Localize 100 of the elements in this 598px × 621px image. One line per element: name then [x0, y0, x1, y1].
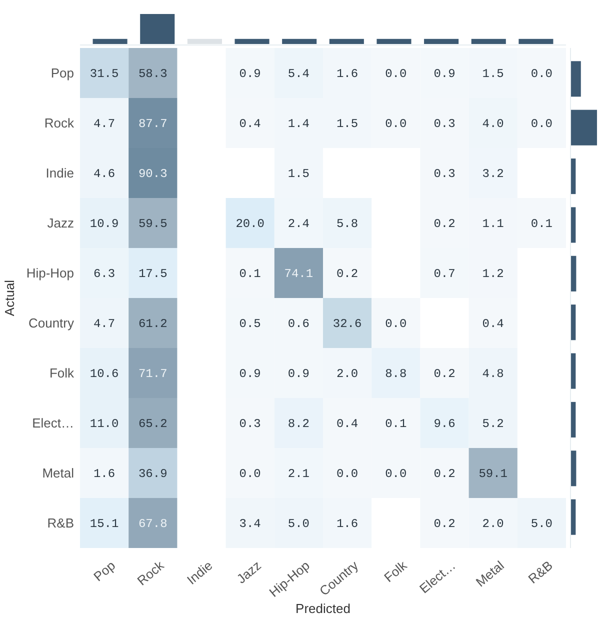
data-label: 59.1: [478, 467, 508, 482]
data-label: 61.2: [138, 317, 168, 332]
data-label: 0.0: [530, 67, 553, 82]
data-label: 3.4: [239, 517, 261, 532]
bar: [571, 158, 576, 194]
data-label: 15.1: [90, 517, 119, 532]
data-label: 0.9: [288, 367, 310, 382]
y-axis-title: Actual: [2, 280, 17, 316]
data-label: 10.6: [90, 367, 119, 382]
y-tick-label: Jazz: [47, 216, 74, 231]
data-label: 1.5: [288, 167, 310, 182]
data-label: 0.4: [239, 117, 261, 132]
data-label: 0.2: [434, 367, 456, 382]
data-label: 1.5: [336, 117, 358, 132]
data-label: 3.2: [482, 167, 504, 182]
data-label: 2.4: [288, 217, 310, 232]
data-label: 4.7: [93, 117, 116, 132]
data-label: 0.1: [530, 217, 553, 232]
x-tick-label: R&B: [525, 558, 556, 586]
data-label: 8.8: [385, 367, 407, 382]
data-label: 0.6: [288, 317, 310, 332]
data-label: 0.0: [385, 117, 407, 132]
data-label: 1.4: [288, 117, 310, 132]
data-label: 20.0: [236, 217, 265, 232]
data-label: 0.5: [239, 317, 261, 332]
data-label: 67.8: [138, 517, 168, 532]
data-label: 32.6: [332, 317, 362, 332]
data-label: 31.5: [90, 67, 119, 82]
bar: [571, 61, 581, 97]
data-label: 74.1: [284, 267, 314, 282]
data-label: 0.0: [336, 467, 358, 482]
y-tick-label: Hip-Hop: [26, 266, 74, 281]
y-tick-label: Pop: [50, 66, 74, 81]
data-label: 8.2: [288, 417, 310, 432]
data-label: 5.0: [530, 517, 553, 532]
data-label: 4.6: [93, 167, 116, 182]
x-tick-label: Pop: [90, 558, 118, 584]
data-label: 0.2: [434, 217, 456, 232]
data-label: 1.6: [336, 67, 358, 82]
data-label: 0.9: [239, 67, 261, 82]
data-label: 5.0: [288, 517, 310, 532]
data-label: 4.7: [93, 317, 116, 332]
data-label: 0.3: [434, 167, 456, 182]
data-label: 1.5: [482, 67, 504, 82]
data-label: 5.4: [288, 67, 310, 82]
data-label: 36.9: [138, 467, 168, 482]
y-tick-label: Country: [28, 316, 74, 331]
data-label: 2.0: [482, 517, 504, 532]
data-label: 0.2: [336, 267, 358, 282]
data-label: 4.0: [482, 117, 504, 132]
data-label: 1.1: [482, 217, 504, 232]
data-label: 0.9: [239, 367, 261, 382]
bar: [571, 256, 576, 292]
data-label: 10.9: [90, 217, 119, 232]
data-label: 0.4: [336, 417, 358, 432]
y-tick-label: Indie: [46, 166, 74, 181]
data-label: 65.2: [138, 417, 168, 432]
data-label: 5.8: [336, 217, 358, 232]
bar: [571, 353, 576, 389]
data-label: 87.7: [138, 117, 168, 132]
y-tick-label: Metal: [42, 466, 74, 481]
y-tick-label: Elect…: [32, 416, 74, 431]
data-label: 11.0: [90, 417, 119, 432]
data-label: 71.7: [138, 367, 168, 382]
data-label: 0.9: [434, 67, 456, 82]
data-label: 4.8: [482, 367, 504, 382]
bar: [571, 499, 576, 535]
y-tick-label: R&B: [47, 516, 74, 531]
bar: [571, 402, 576, 438]
data-label: 0.0: [385, 317, 407, 332]
data-label: 0.4: [482, 317, 504, 332]
x-axis-title: Predicted: [296, 601, 350, 616]
data-label: 0.7: [434, 267, 456, 282]
data-label: 1.2: [482, 267, 504, 282]
data-label: 1.6: [93, 467, 116, 482]
x-tick-label: Jazz: [234, 558, 264, 586]
data-label: 17.5: [138, 267, 168, 282]
data-label: 5.2: [482, 417, 504, 432]
data-label: 0.3: [239, 417, 261, 432]
y-tick-label: Rock: [44, 116, 74, 131]
data-label: 58.3: [138, 67, 168, 82]
data-label: 0.0: [530, 117, 553, 132]
data-label: 2.1: [288, 467, 310, 482]
y-tick-label: Folk: [49, 366, 74, 381]
data-label: 0.1: [385, 417, 407, 432]
data-label: 59.5: [138, 217, 168, 232]
bar: [571, 304, 576, 340]
data-label: 2.0: [336, 367, 358, 382]
bar: [571, 110, 597, 146]
bar: [571, 207, 576, 243]
data-label: 90.3: [138, 167, 168, 182]
x-tick-label: Indie: [184, 558, 216, 588]
data-label: 9.6: [434, 417, 456, 432]
data-label: 0.1: [239, 267, 261, 282]
data-label: 0.0: [385, 67, 407, 82]
data-label: 0.2: [434, 467, 456, 482]
bar: [571, 450, 576, 486]
data-label: 0.2: [434, 517, 456, 532]
x-tick-label: Folk: [381, 557, 410, 586]
data-label: 6.3: [93, 267, 116, 282]
